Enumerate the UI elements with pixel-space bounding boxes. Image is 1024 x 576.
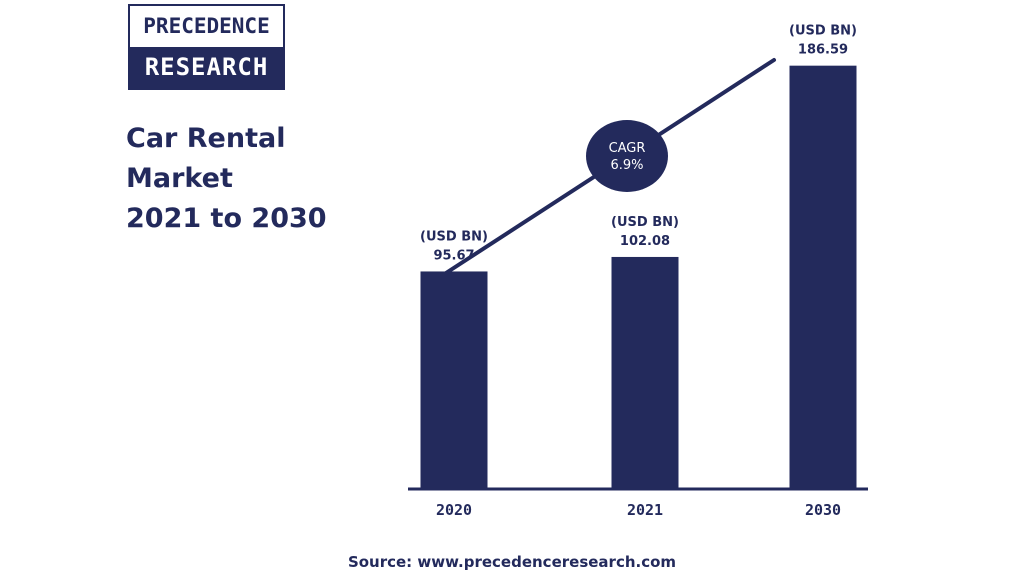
cagr-badge	[586, 120, 668, 192]
tick-label-2020: 2020	[436, 501, 472, 519]
bar-2021	[611, 256, 679, 488]
title-line-3: 2021 to 2030	[126, 203, 327, 234]
value-label-2020: 95.67	[433, 248, 474, 263]
source-note: Source: www.precedenceresearch.com	[347, 553, 677, 571]
bar-2030	[789, 65, 857, 488]
cagr-label: CAGR	[609, 141, 646, 156]
logo-line-bottom: RESEARCH	[130, 47, 283, 88]
unit-label-2030: (USD BN)	[789, 24, 857, 39]
tick-label-2021: 2021	[627, 501, 663, 519]
cagr-value: 6.9%	[610, 158, 643, 173]
value-label-2021: 102.08	[620, 234, 670, 249]
title-line-2: Market	[126, 163, 233, 194]
unit-label-2021: (USD BN)	[611, 215, 679, 230]
value-label-2030: 186.59	[798, 43, 848, 58]
bar-2020	[420, 271, 488, 488]
brand-logo: PRECEDENCE RESEARCH	[128, 4, 285, 90]
tick-label-2030: 2030	[805, 501, 841, 519]
logo-line-top: PRECEDENCE	[130, 6, 283, 47]
chart-title: Car Rental Market 2021 to 2030	[126, 119, 386, 239]
unit-label-2020: (USD BN)	[420, 229, 488, 244]
title-line-1: Car Rental	[126, 123, 286, 154]
